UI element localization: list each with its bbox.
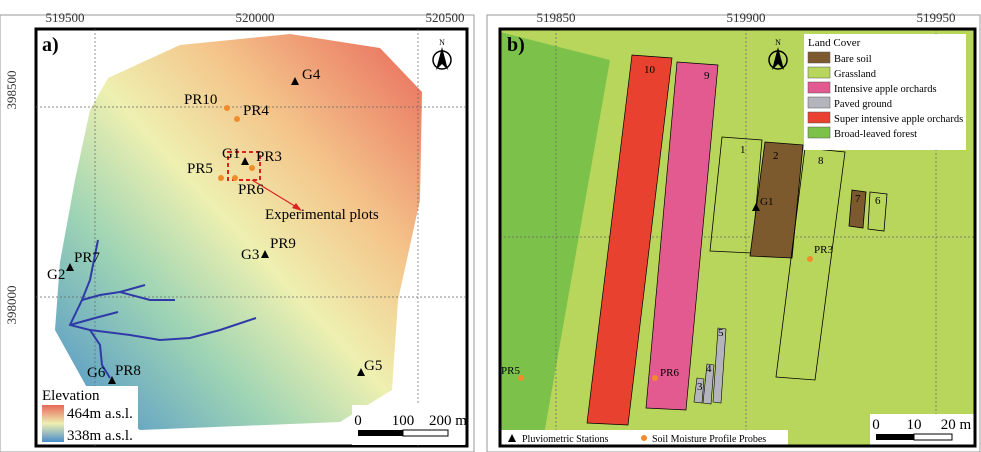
north-label: N bbox=[439, 38, 445, 47]
north-label: N bbox=[775, 38, 781, 47]
scale-bar bbox=[358, 430, 403, 436]
legend-swatch bbox=[808, 97, 830, 108]
probe-label: PR4 bbox=[243, 103, 269, 119]
scale-label: 0 bbox=[354, 413, 362, 429]
probe-label: PR6 bbox=[660, 367, 679, 379]
probe bbox=[249, 165, 255, 171]
plot-label: 10 bbox=[644, 64, 656, 76]
plot-label: 2 bbox=[773, 150, 779, 162]
legend-swatch bbox=[808, 127, 830, 138]
scale-bar bbox=[914, 434, 952, 440]
legend-label: Soil Moisture Profile Probes bbox=[652, 434, 766, 445]
plot-label: 7 bbox=[855, 193, 861, 205]
probe-label: PR5 bbox=[187, 161, 213, 177]
probe-label: PR8 bbox=[115, 363, 141, 379]
station-label: G1 bbox=[222, 146, 240, 162]
panel-b: 519850 519900 519950 1 2 3 4 5 6 7 8 9 1… bbox=[487, 10, 980, 452]
scale-bar bbox=[403, 430, 448, 436]
y-coord: 398000 bbox=[4, 286, 19, 325]
legend-ramp bbox=[42, 405, 64, 442]
plot-label: 1 bbox=[740, 144, 746, 156]
panel-a: 519500 520000 520500 398500 398000 G4 G1… bbox=[0, 10, 474, 452]
figure: 519500 520000 520500 398500 398000 G4 G1… bbox=[0, 0, 981, 452]
probe-label: PR7 bbox=[74, 250, 100, 266]
x-coord: 519850 bbox=[537, 10, 576, 25]
station-label: G6 bbox=[87, 365, 106, 381]
legend-label: Broad-leaved forest bbox=[834, 129, 917, 140]
probe bbox=[218, 175, 224, 181]
probe-label: PR5 bbox=[501, 365, 520, 377]
probe bbox=[224, 105, 230, 111]
x-coord: 519500 bbox=[46, 10, 85, 25]
panel-label: b) bbox=[507, 34, 525, 56]
legend-label: Paved ground bbox=[834, 99, 893, 110]
scale-bar bbox=[876, 434, 914, 440]
legend-swatch bbox=[808, 112, 830, 123]
legend-label: Grassland bbox=[834, 69, 877, 80]
x-coord: 519950 bbox=[917, 10, 956, 25]
station-label: G2 bbox=[47, 267, 65, 283]
legend-swatch bbox=[808, 52, 830, 63]
legend-label: Intensive apple orchards bbox=[834, 84, 937, 95]
station-label: G5 bbox=[364, 358, 382, 374]
legend-title: Elevation bbox=[42, 388, 100, 404]
probe-label: PR6 bbox=[238, 182, 264, 198]
legend-swatch bbox=[808, 82, 830, 93]
scale-label: 200 m bbox=[429, 413, 467, 429]
plot-label: 5 bbox=[718, 327, 724, 339]
legend: Land Cover Bare soil Grassland Intensive a… bbox=[804, 34, 966, 150]
legend-label: Super intensive apple orchards bbox=[834, 114, 963, 125]
probe bbox=[232, 175, 238, 181]
probe-label: PR9 bbox=[270, 236, 296, 252]
x-coord: 519900 bbox=[727, 10, 766, 25]
probe-label: PR3 bbox=[814, 244, 833, 256]
legend-swatch bbox=[808, 67, 830, 78]
legend-max: 464m a.s.l. bbox=[67, 406, 133, 422]
scale-label: 10 bbox=[907, 417, 922, 433]
probe bbox=[807, 256, 813, 262]
annotation: Experimental plots bbox=[265, 207, 379, 223]
scale-label: 0 bbox=[872, 417, 880, 433]
legend-title: Land Cover bbox=[808, 37, 861, 49]
legend-min: 338m a.s.l. bbox=[67, 428, 133, 444]
station-label: G1 bbox=[760, 196, 773, 208]
panel-label: a) bbox=[42, 34, 59, 56]
plot-label: 8 bbox=[818, 155, 824, 167]
plot-label: 3 bbox=[697, 381, 703, 393]
legend-label: Bare soil bbox=[834, 54, 872, 65]
scale-label: 20 m bbox=[941, 417, 972, 433]
legend-symbol bbox=[641, 435, 647, 441]
plot-label: 4 bbox=[706, 363, 712, 375]
station-label: G4 bbox=[302, 67, 321, 83]
probe bbox=[652, 375, 658, 381]
plot-label: 9 bbox=[704, 70, 710, 82]
station-label: G3 bbox=[241, 247, 259, 263]
legend-label: Pluviometric Stations bbox=[522, 434, 608, 445]
x-coord: 520500 bbox=[426, 10, 465, 25]
probe-label: PR3 bbox=[256, 149, 282, 165]
probe bbox=[234, 116, 240, 122]
x-coord: 520000 bbox=[236, 10, 275, 25]
scale-label: 100 bbox=[392, 413, 415, 429]
plot-label: 6 bbox=[875, 195, 881, 207]
y-coord: 398500 bbox=[4, 71, 19, 110]
probe-label: PR10 bbox=[184, 92, 217, 108]
